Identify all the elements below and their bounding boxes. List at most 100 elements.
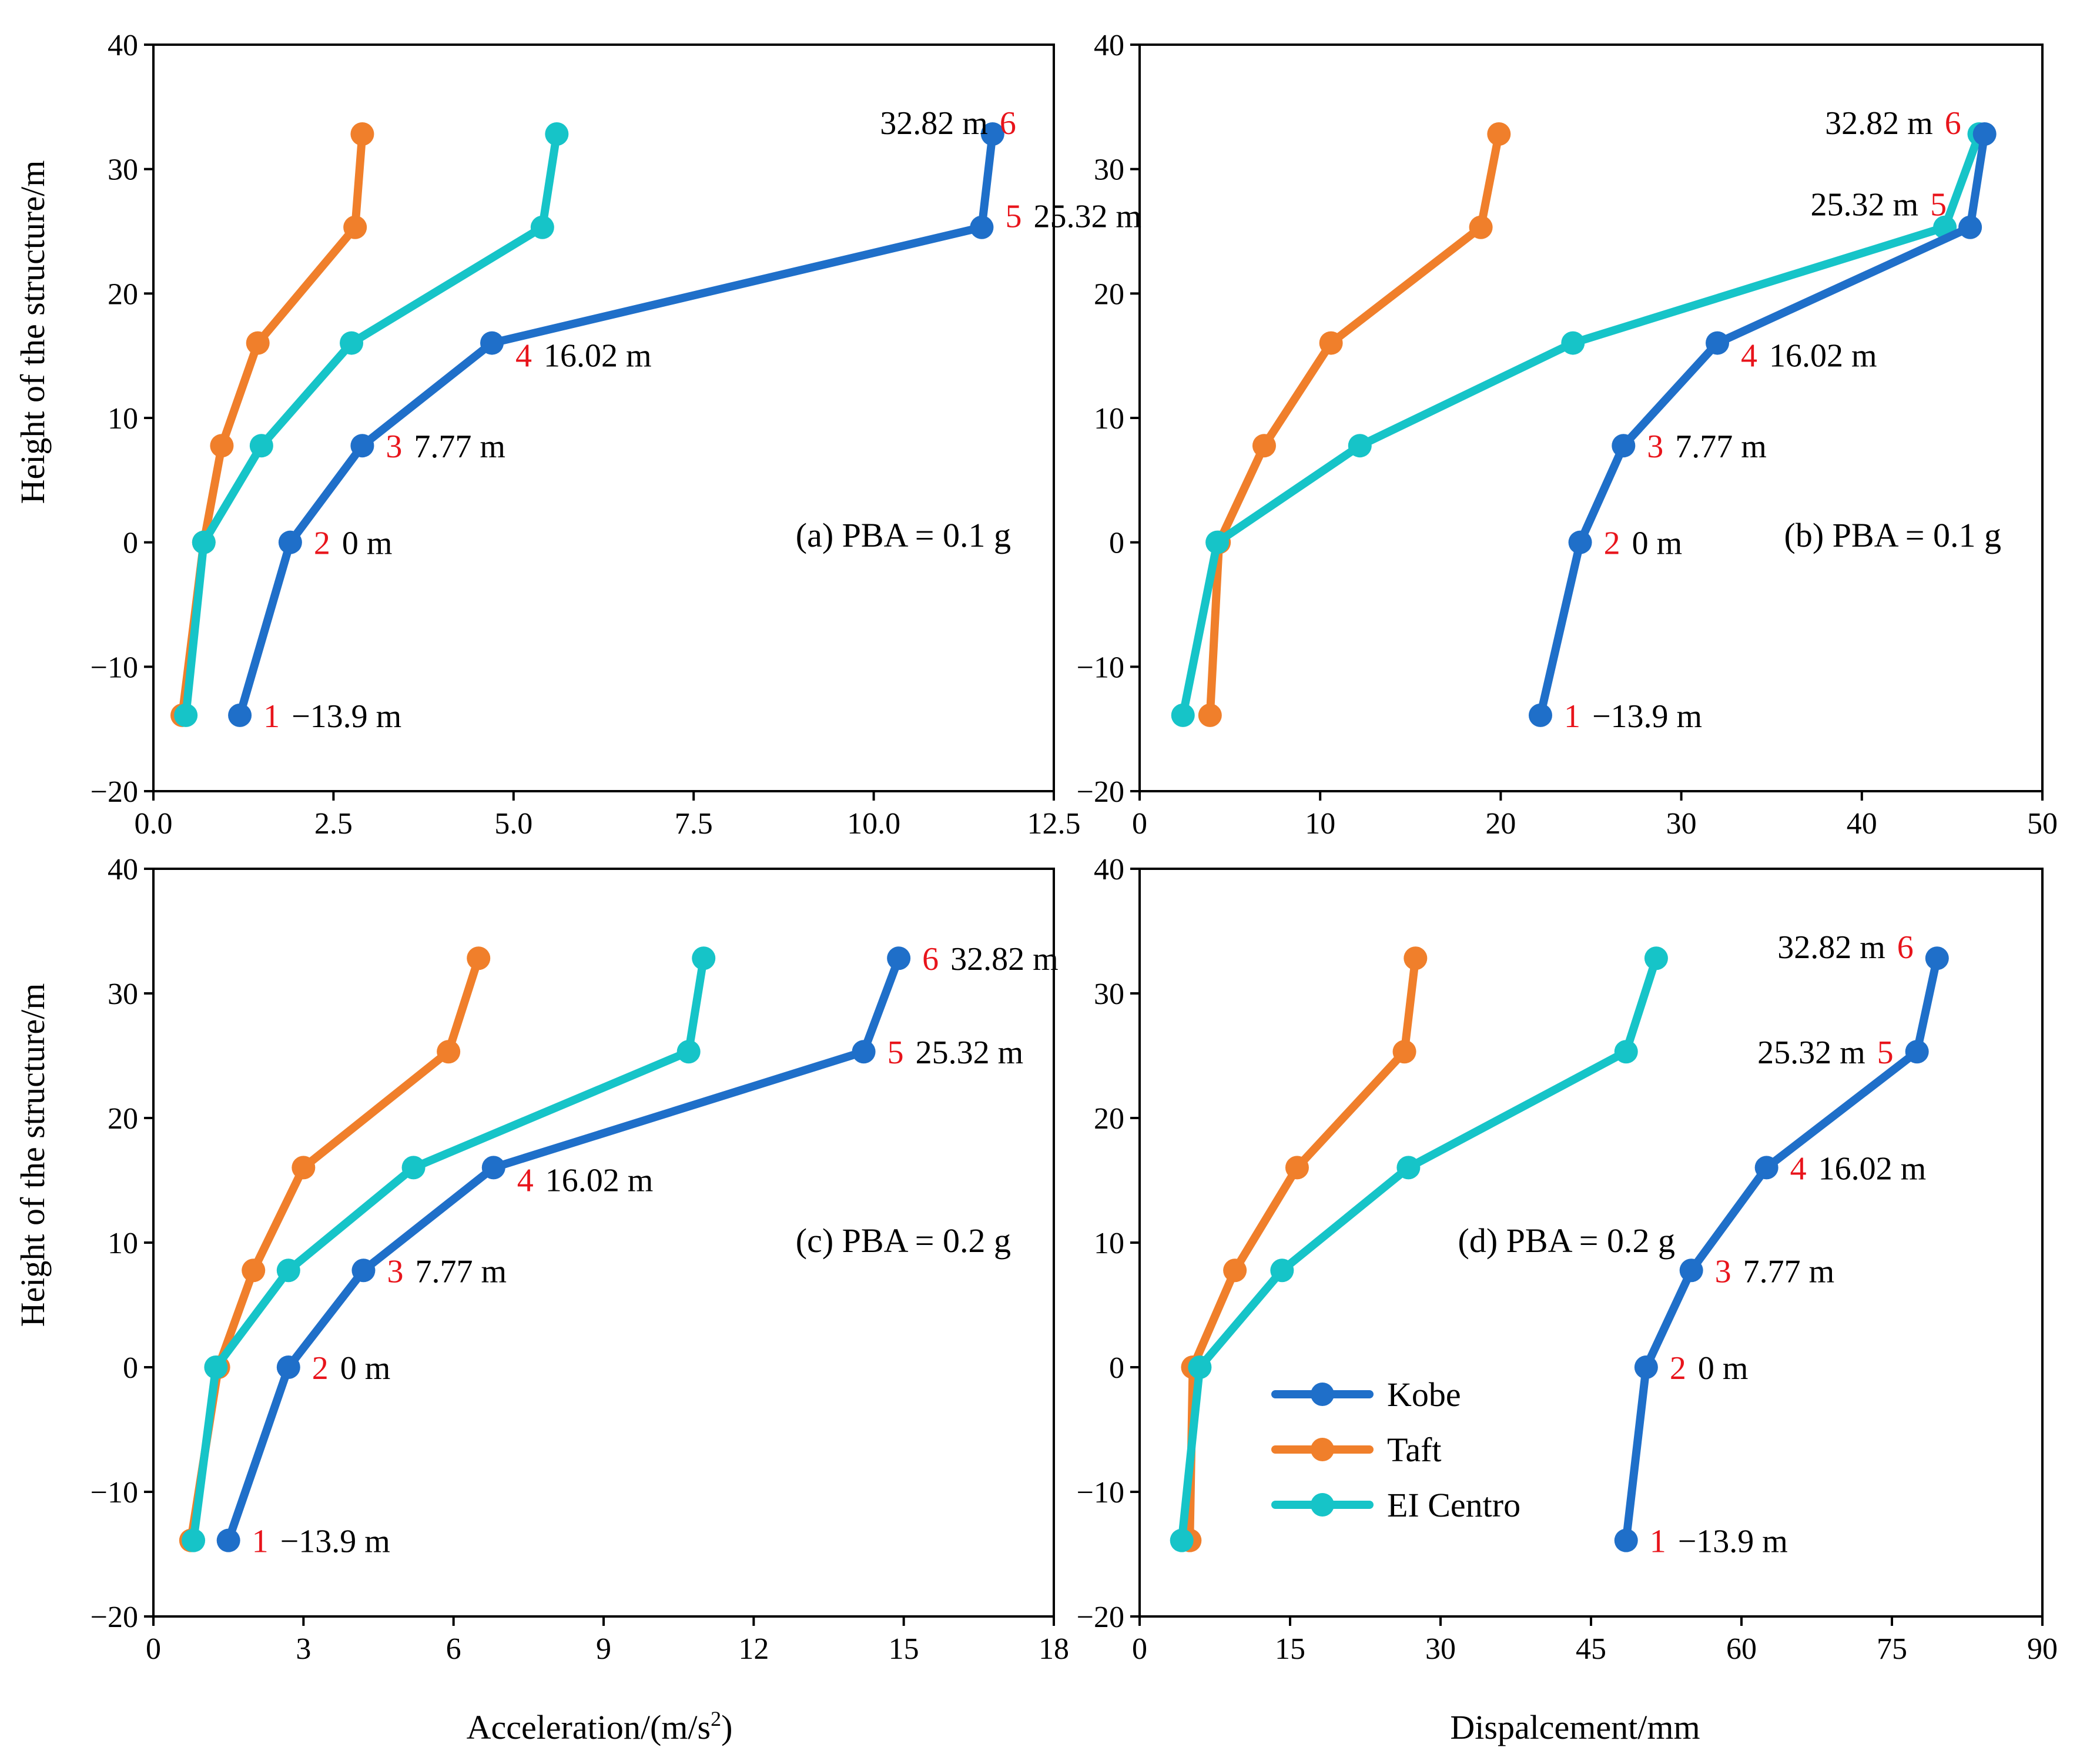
y-axis-label-top: Height of the structure/m bbox=[14, 160, 52, 504]
point-label-d-4: 4 16.02 m bbox=[1790, 1150, 1927, 1187]
series-line-ei-centro-c bbox=[189, 954, 708, 1545]
x-tick-label-b-5: 50 bbox=[2027, 807, 2058, 841]
y-tick-label-b-5: 30 bbox=[1094, 153, 1124, 187]
y-tick-label-b-1: −10 bbox=[1077, 651, 1124, 684]
point-kobe-c-1 bbox=[216, 1528, 240, 1552]
point-ei-centro-d-5 bbox=[1614, 1040, 1638, 1064]
panel-b: 0 10 20 30 40 50 −20 −10 0 10 20 30 40 1 −13.9 m 2 0 m 3 7… bbox=[1077, 29, 2058, 841]
y-tick-label-c-3: 10 bbox=[108, 1227, 138, 1260]
y-tick-label-b-6: 40 bbox=[1094, 29, 1124, 62]
y-tick-label-a-1: −10 bbox=[91, 651, 138, 684]
point-label-b-3: 3 7.77 m bbox=[1647, 429, 1767, 465]
point-label-c-1: 1 −13.9 m bbox=[252, 1524, 390, 1560]
series-line-taft-c bbox=[186, 954, 483, 1545]
y-tick-label-c-0: −20 bbox=[91, 1601, 138, 1634]
point-label-d-3: 3 7.77 m bbox=[1715, 1253, 1835, 1290]
point-kobe-a-2 bbox=[278, 530, 302, 554]
legend-marker-ei-centro bbox=[1311, 1493, 1334, 1517]
x-tick-label-a-5: 12.5 bbox=[1027, 807, 1081, 841]
point-ei-centro-b-1 bbox=[1171, 703, 1195, 727]
series-line-ei-centro-a bbox=[182, 130, 561, 719]
point-kobe-a-1 bbox=[228, 703, 252, 727]
point-taft-d-4 bbox=[1285, 1156, 1309, 1180]
panel-d: 0 15 30 45 60 75 90 −20 −10 0 10 20 30 40 1 −13.9 m 2 0 m… bbox=[1077, 853, 2058, 1666]
point-taft-b-1 bbox=[1198, 703, 1222, 727]
axis-titles: Height of the structure/m Height of the … bbox=[14, 160, 1700, 1746]
point-kobe-b-3 bbox=[1612, 434, 1636, 458]
x-tick-label-b-2: 20 bbox=[1485, 807, 1516, 841]
point-kobe-d-6 bbox=[1925, 946, 1949, 970]
point-label-c-4: 4 16.02 m bbox=[517, 1162, 654, 1199]
panel-label-b: (b) PBA = 0.1 g bbox=[1784, 516, 2001, 554]
y-tick-label-b-3: 10 bbox=[1094, 402, 1124, 436]
point-taft-d-6 bbox=[1404, 946, 1428, 970]
series-line-kobe-c bbox=[224, 954, 903, 1545]
point-ei-centro-d-6 bbox=[1644, 946, 1668, 970]
x-axis-label-acceleration: Acceleration/(m/s2) bbox=[467, 1707, 733, 1746]
x-tick-label-a-4: 10.0 bbox=[847, 807, 900, 841]
point-kobe-a-3 bbox=[350, 434, 374, 458]
series-line-ei-centro-b bbox=[1178, 130, 1984, 719]
point-ei-centro-a-4 bbox=[340, 331, 364, 355]
x-axis-label-acceleration-end: ) bbox=[721, 1708, 732, 1746]
point-label-a-5: 5 25.32 m bbox=[1005, 199, 1141, 235]
x-tick-label-c-6: 18 bbox=[1039, 1632, 1069, 1666]
point-taft-a-6 bbox=[350, 122, 374, 146]
x-tick-label-d-0: 0 bbox=[1132, 1632, 1147, 1666]
y-tick-label-d-1: −10 bbox=[1077, 1476, 1124, 1509]
point-ei-centro-a-2 bbox=[192, 530, 216, 554]
x-tick-label-d-2: 30 bbox=[1425, 1632, 1456, 1666]
x-tick-label-c-5: 15 bbox=[889, 1632, 919, 1666]
point-taft-c-4 bbox=[292, 1156, 316, 1180]
y-tick-label-a-6: 40 bbox=[108, 29, 138, 62]
point-label-a-3: 3 7.77 m bbox=[386, 429, 505, 465]
point-ei-centro-a-1 bbox=[174, 703, 198, 727]
point-ei-centro-c-6 bbox=[692, 946, 716, 970]
point-ei-centro-d-3 bbox=[1270, 1258, 1294, 1283]
x-tick-label-d-3: 45 bbox=[1576, 1632, 1606, 1666]
point-taft-c-6 bbox=[467, 946, 491, 970]
y-tick-label-d-3: 10 bbox=[1094, 1227, 1124, 1260]
y-tick-label-d-4: 20 bbox=[1094, 1102, 1124, 1136]
plot-frame-b bbox=[1138, 43, 2044, 792]
x-tick-label-a-1: 2.5 bbox=[314, 807, 353, 841]
x-tick-label-b-3: 30 bbox=[1666, 807, 1697, 841]
point-taft-c-5 bbox=[437, 1040, 461, 1064]
x-tick-label-c-2: 6 bbox=[446, 1632, 461, 1666]
point-kobe-a-4 bbox=[480, 331, 504, 355]
legend-label-kobe: Kobe bbox=[1387, 1375, 1461, 1414]
point-ei-centro-c-5 bbox=[676, 1040, 701, 1064]
y-tick-label-a-4: 20 bbox=[108, 277, 138, 311]
panel-label-a: (a) PBA = 0.1 g bbox=[796, 516, 1011, 554]
point-kobe-d-2 bbox=[1634, 1355, 1658, 1379]
series-line-taft-d bbox=[1185, 954, 1420, 1545]
x-tick-label-d-5: 75 bbox=[1877, 1632, 1907, 1666]
series-line-taft-b bbox=[1205, 130, 1503, 719]
point-taft-a-4 bbox=[246, 331, 270, 355]
point-kobe-b-4 bbox=[1706, 331, 1730, 355]
point-label-b-1: 1 −13.9 m bbox=[1564, 698, 1702, 735]
y-tick-label-a-5: 30 bbox=[108, 153, 138, 187]
point-label-a-1: 1 −13.9 m bbox=[263, 698, 401, 735]
y-tick-label-c-1: −10 bbox=[91, 1476, 138, 1509]
series-line-kobe-b bbox=[1536, 130, 1989, 719]
legend-label-ei-centro: EI Centro bbox=[1387, 1486, 1520, 1524]
point-kobe-b-5 bbox=[1958, 215, 1982, 239]
y-tick-label-d-6: 40 bbox=[1094, 853, 1124, 886]
point-kobe-b-6 bbox=[1972, 122, 1997, 146]
point-label-c-6: 6 32.82 m bbox=[922, 941, 1059, 978]
panel-c: 0 3 6 9 12 15 18 −20 −10 0 10 20 30 40 1 −13.9 m 2 0 m 3 7.… bbox=[91, 853, 1069, 1666]
point-ei-centro-c-4 bbox=[401, 1156, 426, 1180]
point-label-c-5: 5 25.32 m bbox=[887, 1035, 1024, 1071]
y-tick-label-a-2: 0 bbox=[123, 527, 138, 560]
x-axis-label-displacement: Dispalcement/mm bbox=[1450, 1708, 1700, 1746]
point-ei-centro-d-4 bbox=[1396, 1156, 1421, 1180]
